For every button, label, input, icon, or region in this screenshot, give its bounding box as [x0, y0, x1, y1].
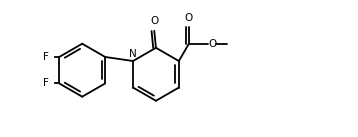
Text: F: F — [43, 79, 49, 89]
Text: F: F — [43, 52, 49, 62]
Text: O: O — [150, 16, 158, 26]
Text: N: N — [129, 49, 137, 59]
Text: O: O — [185, 13, 193, 23]
Text: O: O — [209, 39, 217, 49]
